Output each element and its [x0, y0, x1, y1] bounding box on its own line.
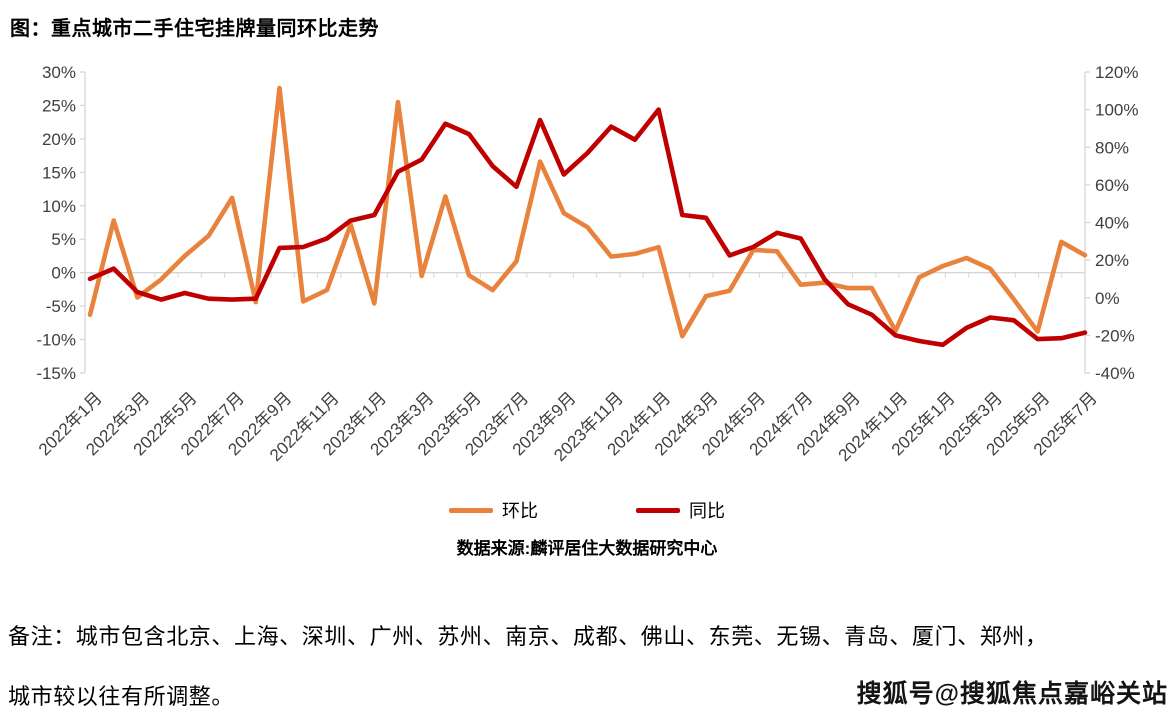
watermark-text: 搜狐号@搜狐焦点嘉峪关站 — [856, 680, 1168, 708]
left-axis-tick-label: 25% — [42, 96, 76, 115]
left-axis-tick-label: 20% — [42, 130, 76, 149]
right-axis-tick-label: 60% — [1095, 176, 1129, 195]
right-axis-tick-label: 40% — [1095, 214, 1129, 233]
yoy-series-swatch — [636, 507, 680, 513]
left-axis-tick-label: 15% — [42, 163, 76, 182]
yoy-series-line — [87, 107, 1088, 348]
left-axis-tick-label: -15% — [36, 364, 76, 383]
left-axis-tick-label: 0% — [51, 264, 76, 283]
mom-series-label: 环比 — [502, 501, 538, 521]
footnote-line-2: 城市较以往有所调整。 — [8, 684, 235, 709]
line-chart-plot-area: 30% 25% 20% 15% 10% 5% 0% -5% -10% -15% 120% 100% 80… — [35, 63, 1139, 465]
yoy-series-label: 同比 — [689, 501, 725, 521]
footnote-line-1: 备注：城市包含北京、上海、深圳、广州、苏州、南京、成都、佛山、东莞、无锡、青岛、… — [8, 624, 1048, 649]
right-axis-tick-label: 0% — [1095, 289, 1120, 308]
left-axis-tick-label: -5% — [46, 297, 76, 316]
right-axis-tick-label: 80% — [1095, 138, 1129, 157]
right-axis-tick-label: -40% — [1095, 364, 1135, 383]
left-axis-tick-label: 10% — [42, 197, 76, 216]
right-axis-tick-label: -20% — [1095, 326, 1135, 345]
mom-series-line — [87, 85, 1088, 339]
chart-title: 图：重点城市二手住宅挂牌量同环比走势 — [10, 18, 379, 40]
mom-series-swatch — [449, 507, 493, 513]
chart-legend: 环比 同比 — [0, 497, 1174, 523]
right-axis-tick-label: 100% — [1095, 101, 1138, 120]
legend-item-yoy: 同比 — [636, 497, 725, 523]
footnote: 备注：城市包含北京、上海、深圳、广州、苏州、南京、成都、佛山、东莞、无锡、青岛、… — [8, 624, 1064, 710]
right-axis-tick-label: 20% — [1095, 251, 1129, 270]
legend-item-mom: 环比 — [449, 497, 538, 523]
right-axis-tick-label: 120% — [1095, 63, 1138, 82]
left-axis-tick-label: 30% — [42, 63, 76, 82]
left-axis-tick-label: 5% — [51, 230, 76, 249]
left-axis-tick-label: -10% — [36, 331, 76, 350]
data-source-caption: 数据来源:麟评居住大数据研究中心 — [456, 539, 718, 558]
